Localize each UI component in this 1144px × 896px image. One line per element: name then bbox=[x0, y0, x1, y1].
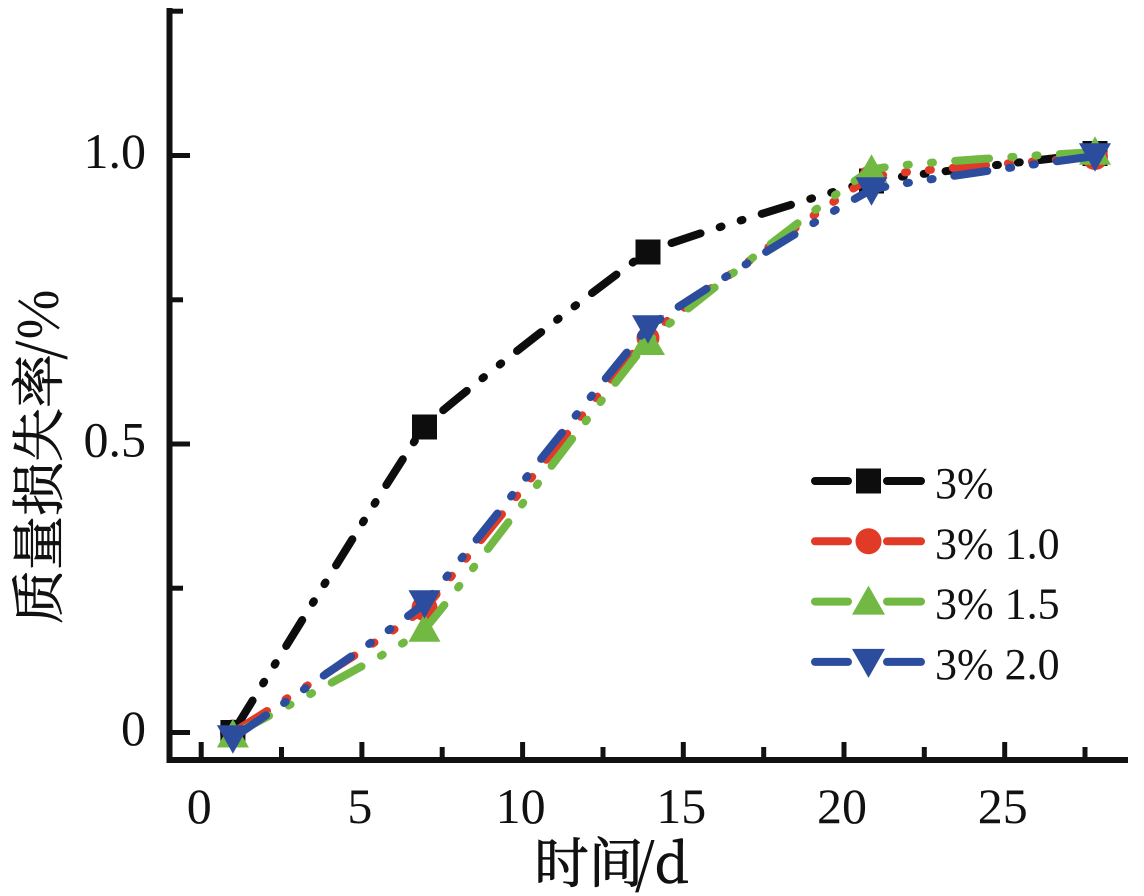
svg-text:10: 10 bbox=[496, 778, 546, 834]
svg-text:0.5: 0.5 bbox=[84, 412, 147, 468]
svg-text:25: 25 bbox=[978, 778, 1028, 834]
svg-text:5: 5 bbox=[347, 778, 372, 834]
svg-text:0: 0 bbox=[121, 700, 146, 756]
svg-text:0: 0 bbox=[187, 778, 212, 834]
svg-text:20: 20 bbox=[817, 778, 867, 834]
svg-text:3% 2.0: 3% 2.0 bbox=[935, 640, 1060, 689]
svg-text:1.0: 1.0 bbox=[84, 123, 147, 179]
svg-text:3%: 3% bbox=[935, 459, 994, 508]
svg-text:3% 1.5: 3% 1.5 bbox=[935, 580, 1060, 629]
svg-text:3% 1.0: 3% 1.0 bbox=[935, 519, 1060, 568]
svg-text:15: 15 bbox=[656, 778, 706, 834]
